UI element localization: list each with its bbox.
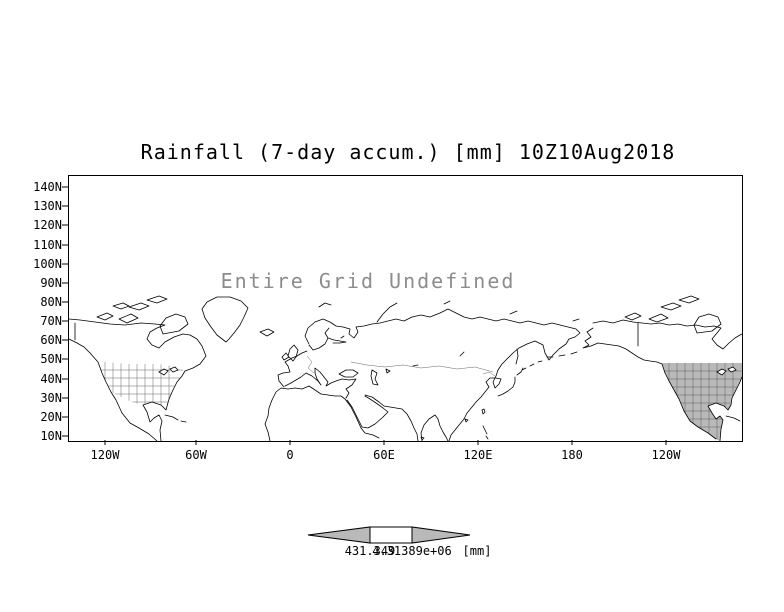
undefined-message: Entire Grid Undefined <box>220 269 516 293</box>
lat-label: 110N <box>33 238 62 252</box>
lat-label: 30N <box>40 391 62 405</box>
lat-label: 10N <box>40 429 62 443</box>
coast-north-africa <box>264 385 380 441</box>
plot-frame <box>68 175 743 442</box>
coast-scandinavia-siberia-china <box>304 308 581 441</box>
plot-title: Rainfall (7-day accum.) [mm] 10Z10Aug201… <box>140 140 676 164</box>
lon-label: 60W <box>185 448 207 462</box>
coastlines <box>69 295 742 441</box>
coast-arctic-islands-right <box>624 295 722 334</box>
lat-label: 100N <box>33 257 62 271</box>
lon-label: 60E <box>373 448 395 462</box>
world-map <box>69 295 742 441</box>
lat-label: 90N <box>40 276 62 290</box>
lat-label: 70N <box>40 314 62 328</box>
lat-label: 130N <box>33 199 62 213</box>
colorbar-label-max: 4.31389e+06 <box>372 544 452 558</box>
coast-baltic <box>308 327 347 351</box>
great-lakes <box>158 366 737 376</box>
bottom-axis-ticks <box>104 440 667 445</box>
coast-north-america-right <box>546 319 742 441</box>
country-borders <box>306 355 496 377</box>
coast-mediterranean-north <box>284 367 357 399</box>
lon-label: 0 <box>286 448 294 462</box>
shaded-region-us-mexico <box>662 363 742 441</box>
coast-west-europe <box>277 350 308 388</box>
inland-lakes-asia <box>340 335 465 367</box>
lat-label: 140N <box>33 180 62 194</box>
lat-label: 60N <box>40 333 62 347</box>
left-axis-ticks <box>62 186 68 437</box>
coast-arctic-islands-eurasia <box>318 300 580 323</box>
coast-iceland-uk <box>259 328 299 362</box>
colorbar-middle-cell <box>369 526 413 544</box>
colorbar-left-arrow <box>307 526 371 544</box>
colorbar-units: [mm] <box>462 544 492 558</box>
black-caspian-seas <box>338 368 391 386</box>
coast-east-asia-islands <box>464 348 543 440</box>
lat-label: 20N <box>40 410 62 424</box>
coast-greenland <box>201 296 249 343</box>
lat-label: 40N <box>40 372 62 386</box>
lat-label: 50N <box>40 352 62 366</box>
colorbar <box>307 526 471 544</box>
lon-label: 120W <box>651 448 681 462</box>
lon-label: 120W <box>90 448 120 462</box>
lon-label: 180 <box>561 448 583 462</box>
lat-label: 80N <box>40 295 62 309</box>
coast-iran-india <box>364 394 449 441</box>
colorbar-label-min: 431.349 <box>344 544 396 558</box>
state-borders <box>98 355 742 441</box>
coast-north-america-left <box>69 318 207 441</box>
coast-arabia <box>346 395 389 429</box>
coast-arctic-islands-left <box>96 295 189 335</box>
lon-label: 120E <box>463 448 493 462</box>
colorbar-right-arrow <box>411 526 471 544</box>
lat-label: 120N <box>33 218 62 232</box>
